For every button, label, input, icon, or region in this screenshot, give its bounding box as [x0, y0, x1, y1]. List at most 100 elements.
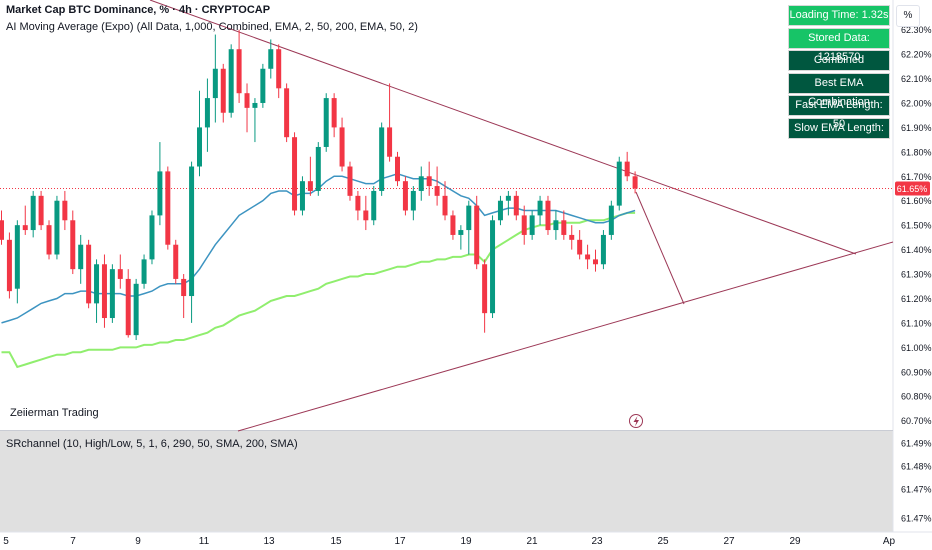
y-tick-label: 60.90%: [901, 367, 932, 377]
info-slow-length: Slow EMA Length: 97: [788, 117, 890, 153]
candle: [608, 200, 614, 240]
candle-body: [387, 127, 393, 157]
y-tick-label: 60.80%: [901, 392, 932, 402]
candle-body: [78, 244, 84, 270]
y-tick-label: 61.50%: [901, 221, 932, 231]
indicator-legend[interactable]: AI Moving Average (Expo) (All Data, 1,00…: [6, 21, 418, 33]
candle: [632, 171, 638, 194]
sub-y-tick-label: 61.47%: [901, 514, 932, 524]
candle: [260, 63, 266, 108]
candle: [70, 210, 76, 275]
candle: [577, 230, 583, 260]
candle: [474, 195, 480, 270]
candle-body: [553, 220, 559, 231]
candle: [355, 190, 361, 221]
info-loading-time: Loading Time: 1.32s: [788, 5, 890, 26]
x-tick-label: 25: [657, 536, 669, 547]
candle: [78, 234, 84, 284]
candle-body: [529, 215, 535, 235]
candle: [339, 117, 345, 172]
candle: [252, 98, 258, 143]
candle: [513, 190, 519, 221]
candle-body: [22, 225, 28, 231]
candle: [561, 210, 567, 240]
x-tick-label: 7: [70, 536, 76, 547]
candle: [466, 200, 472, 255]
candle-body: [299, 181, 305, 211]
candle-body: [133, 283, 139, 336]
sub-y-tick-label: 61.47%: [901, 485, 932, 495]
candle-body: [442, 195, 448, 216]
candle: [189, 161, 195, 323]
candle: [505, 190, 511, 216]
candle-body: [30, 195, 36, 231]
candle: [585, 244, 591, 270]
candle: [14, 220, 20, 304]
y-tick-label: 61.70%: [901, 172, 932, 182]
candle-body: [600, 234, 606, 265]
candle: [117, 254, 123, 289]
y-tick-label: 61.80%: [901, 147, 932, 157]
candle-body: [149, 215, 155, 260]
candle-body: [355, 195, 361, 211]
candle: [569, 225, 575, 250]
candle: [410, 186, 416, 221]
percent-scale-toggle[interactable]: %: [896, 5, 920, 27]
candle-body: [252, 102, 258, 108]
candle-body: [197, 127, 202, 167]
candle: [497, 195, 503, 226]
candle: [109, 264, 115, 323]
info-stored-data: Stored Data: 1218570: [788, 27, 890, 63]
candle: [204, 78, 210, 152]
lightning-icon: [629, 414, 643, 428]
y-tick-label: 62.30%: [901, 25, 932, 35]
candle-body: [545, 200, 551, 231]
candle: [244, 83, 250, 133]
info-best-combination: Best EMA Combination: [788, 72, 890, 108]
sub-y-tick-label: 61.48%: [901, 462, 932, 472]
candle: [125, 269, 131, 338]
candle-body: [513, 195, 519, 216]
candle: [379, 122, 385, 196]
candle-body: [363, 210, 369, 221]
candle: [165, 166, 171, 250]
descending-trendline: [149, 0, 857, 255]
candle: [299, 176, 305, 216]
candle-body: [371, 190, 377, 221]
candle: [537, 195, 543, 226]
candle: [450, 210, 456, 240]
sub-pane-indicator-legend[interactable]: SRchannel (10, High/Low, 5, 1, 6, 290, 5…: [6, 438, 298, 450]
y-tick-label: 61.20%: [901, 294, 932, 304]
candle-body: [125, 278, 131, 336]
symbol-title: Market Cap BTC Dominance, % · 4h · CRYPT…: [6, 4, 271, 16]
x-tick-label: 13: [263, 536, 275, 547]
candle-body: [315, 146, 321, 191]
candle-body: [490, 220, 496, 314]
candle-body: [418, 176, 424, 191]
candle: [292, 132, 298, 216]
candle: [426, 161, 432, 196]
candle-body: [244, 93, 250, 108]
candle: [86, 239, 92, 309]
candle-body: [6, 239, 12, 292]
candle: [442, 181, 448, 221]
candle-body: [173, 244, 179, 279]
candle-body: [379, 127, 385, 191]
candle: [54, 195, 60, 260]
candle: [482, 259, 488, 333]
candle-body: [608, 205, 614, 235]
candle-body: [70, 220, 76, 270]
candle-body: [466, 205, 472, 231]
author-watermark: Zeiierman Trading: [10, 407, 99, 419]
candle-body: [14, 225, 20, 289]
candle: [347, 161, 353, 201]
candle: [197, 90, 202, 177]
candle: [22, 205, 28, 235]
candle: [94, 259, 100, 323]
candle-body: [292, 137, 298, 211]
last-price-label: 61.65%: [897, 184, 928, 194]
candle-body: [395, 156, 400, 182]
candle-body: [212, 68, 218, 99]
candle-body: [276, 49, 282, 89]
